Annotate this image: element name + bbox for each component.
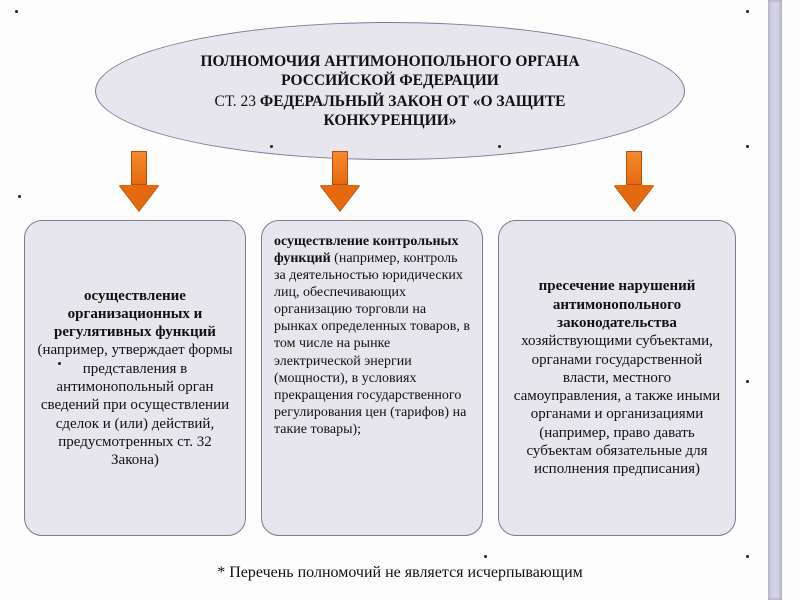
arrow-1 <box>119 151 159 211</box>
title-line2-bold: ФЕДЕРАЛЬНЫЙ ЗАКОН ОТ «О ЗАЩИТЕ КОНКУРЕНЦ… <box>260 93 566 129</box>
decorative-dot <box>746 380 749 383</box>
title-ellipse: ПОЛНОМОЧИЯ АНТИМОНОПОЛЬНОГО ОРГАНА РОССИ… <box>95 22 685 160</box>
decorative-dot <box>498 145 501 148</box>
arrow-3 <box>614 151 654 211</box>
title-line2-prefix: СТ. 23 <box>214 93 259 110</box>
box-1: осуществление организационных и регуляти… <box>24 220 246 536</box>
box-2: осуществление контрольных функций (напри… <box>261 220 483 536</box>
title-line2: СТ. 23 ФЕДЕРАЛЬНЫЙ ЗАКОН ОТ «О ЗАЩИТЕ КО… <box>156 92 624 131</box>
box-1-lead: осуществление организационных и регуляти… <box>54 288 216 341</box>
box-1-rest: (например, утверждает формы представлени… <box>37 342 232 468</box>
decorative-dot <box>18 195 21 198</box>
decorative-dot <box>746 145 749 148</box>
decorative-dot <box>484 555 487 558</box>
box-3: пресечение нарушений антимонопольного за… <box>498 220 736 536</box>
box-3-lead: пресечение нарушений антимонопольного за… <box>539 278 696 331</box>
box-3-rest: хозяйствующими субъектами, органами госу… <box>514 333 720 477</box>
decorative-dot <box>270 145 273 148</box>
decorative-side-stripe <box>768 0 782 600</box>
decorative-dot <box>347 95 350 98</box>
box-2-rest: (например, контроль за деятельностью юри… <box>274 251 470 437</box>
footnote: * Перечень полномочий не является исчерп… <box>0 564 800 582</box>
decorative-dot <box>746 10 749 13</box>
decorative-dot <box>58 362 61 365</box>
arrow-2 <box>320 151 360 211</box>
title-line1: ПОЛНОМОЧИЯ АНТИМОНОПОЛЬНОГО ОРГАНА РОССИ… <box>156 52 624 91</box>
decorative-dot <box>15 10 18 13</box>
decorative-dot <box>746 555 749 558</box>
